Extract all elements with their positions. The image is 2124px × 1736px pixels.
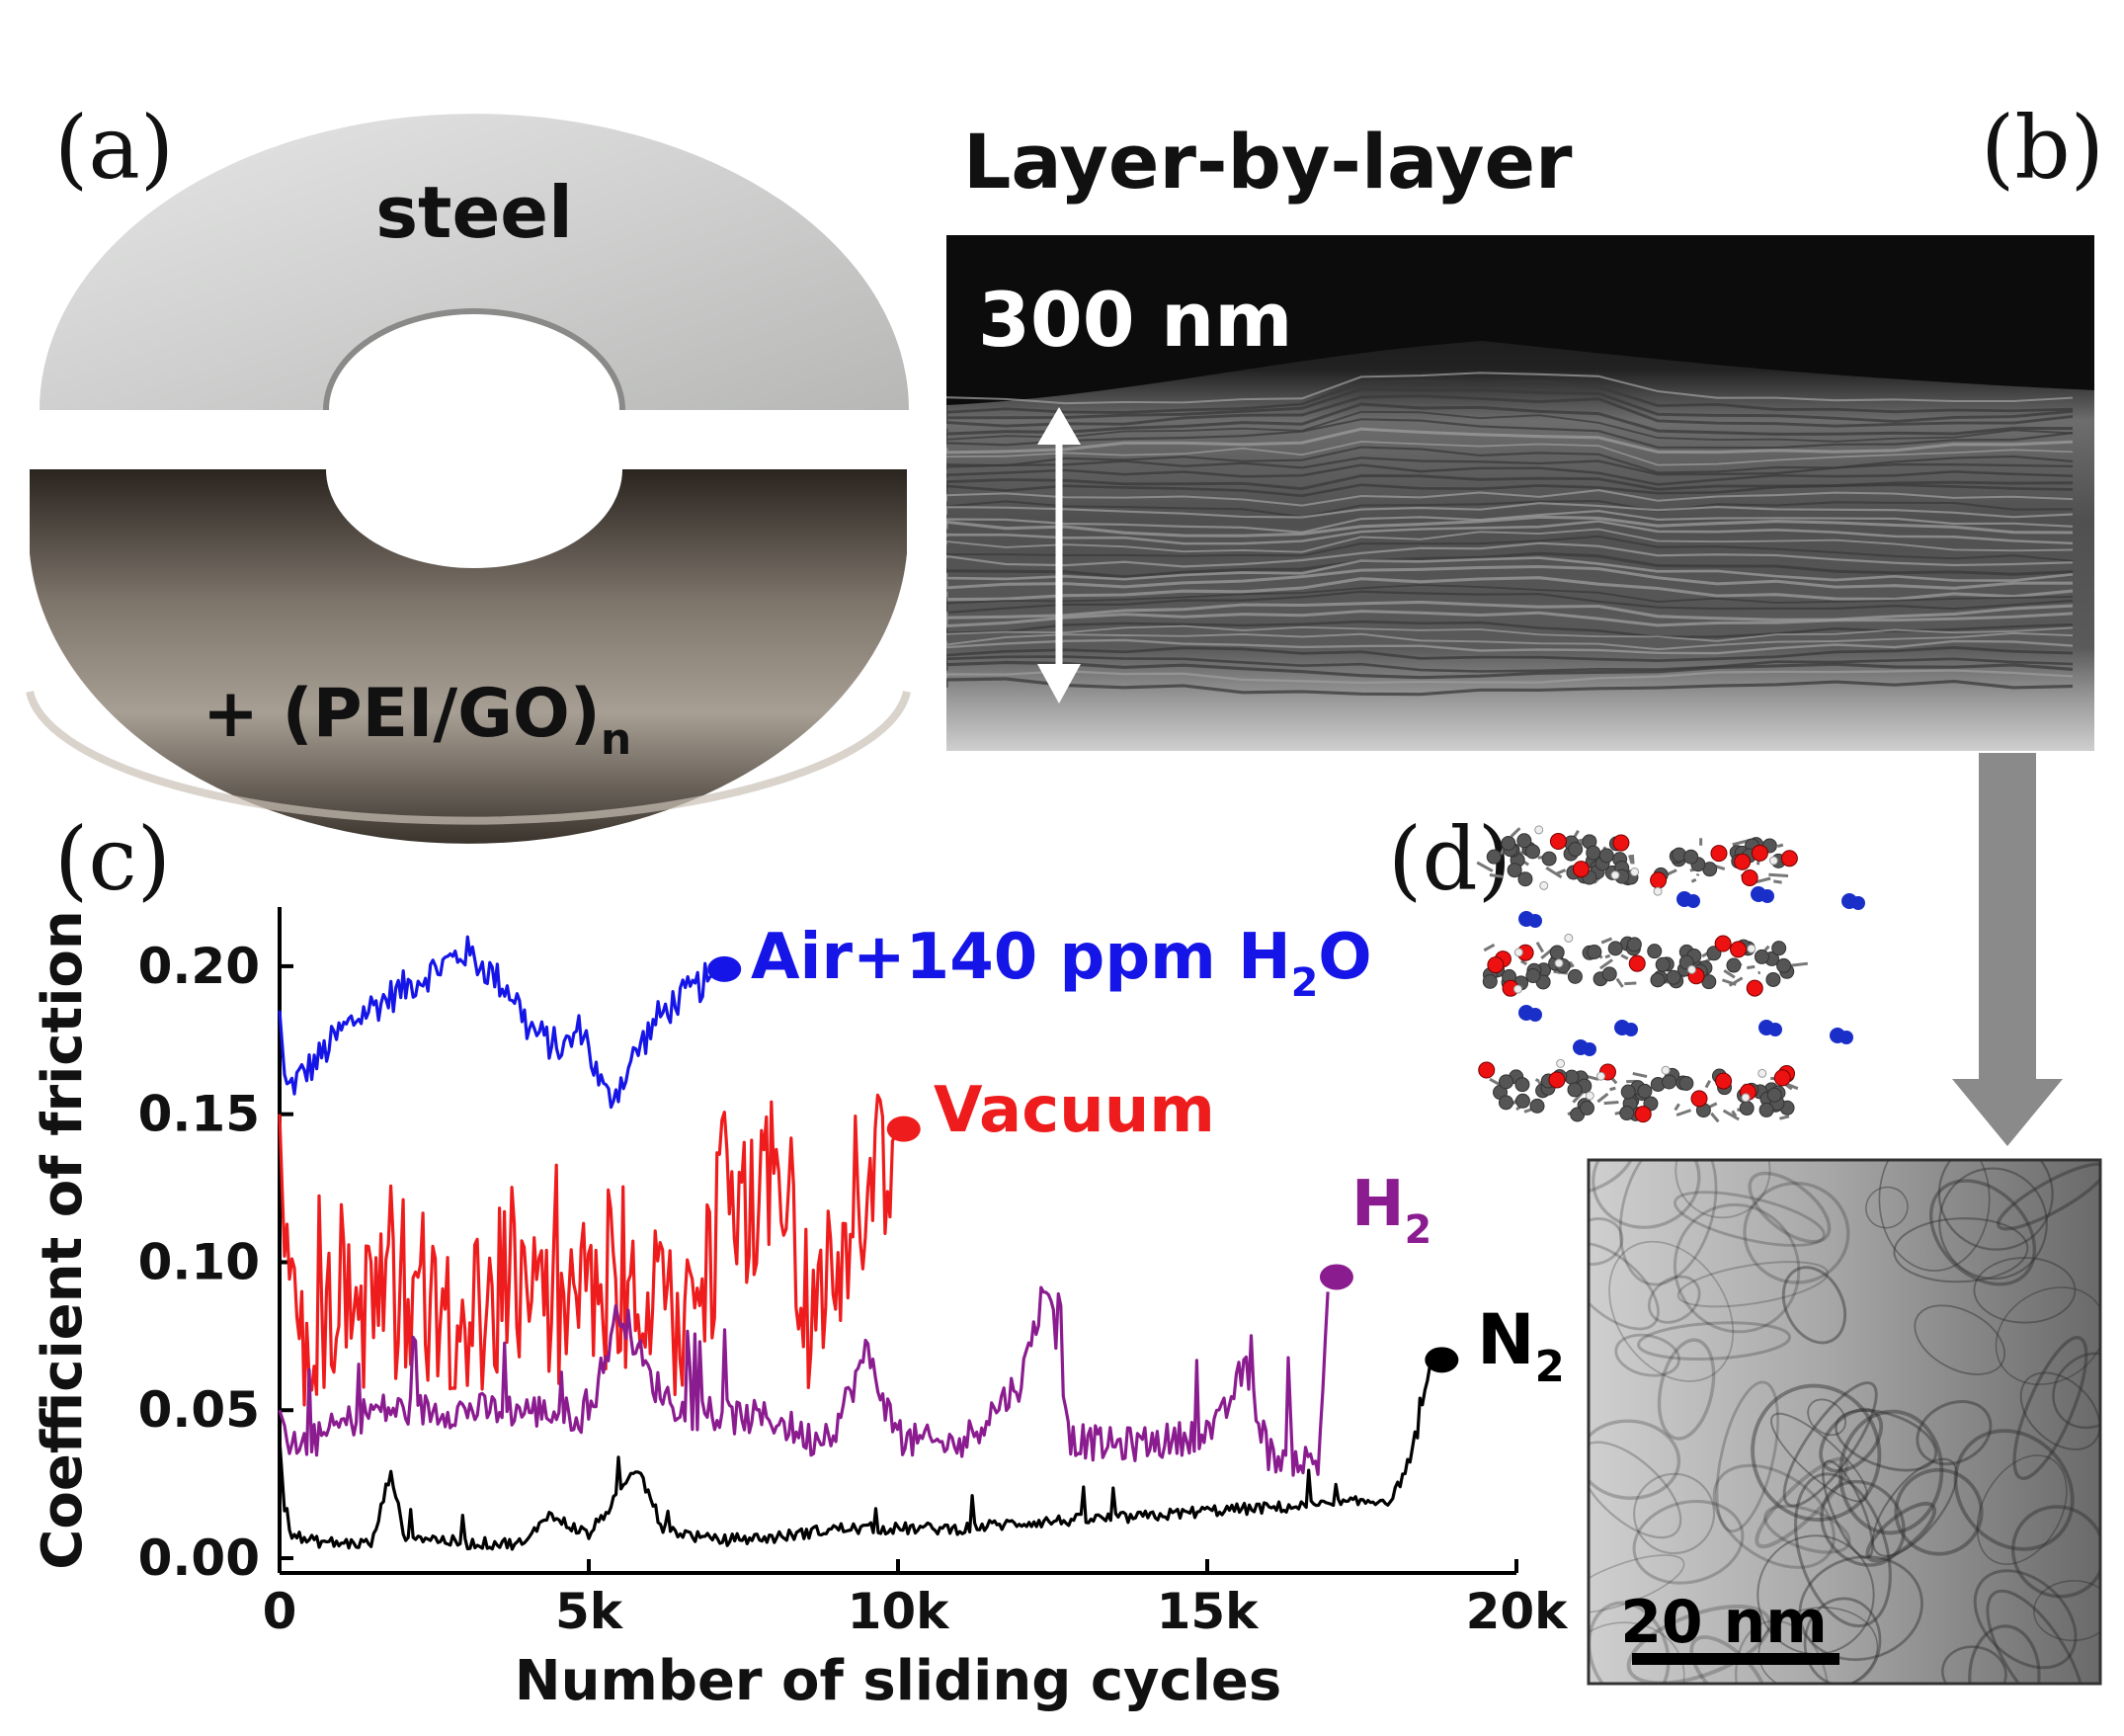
tem-texture [1589, 1160, 2100, 1684]
series-line-h2 [278, 1285, 1330, 1477]
panel-b-title: Layer-by-layer [963, 118, 1573, 206]
molecular-model-illustration [1476, 825, 1865, 1123]
x-tick-label: 5k [555, 1583, 624, 1640]
coating-label-subscript: n [601, 714, 631, 765]
panel-b: Layer-by-layer (b) 300 nm [946, 97, 2104, 751]
series-end-marker-vacuum [886, 1116, 921, 1142]
series-end-marker-h2 [1319, 1264, 1353, 1290]
series-line-air [278, 935, 714, 1110]
series-label-main: H [1351, 1168, 1405, 1241]
y-tick-label: 0.00 [138, 1529, 260, 1587]
series-lines [278, 935, 1459, 1551]
series-label-subscript: 2 [1405, 1207, 1432, 1253]
series-label-n2: N2 [1477, 1299, 1565, 1392]
thickness-arrow [1037, 407, 1081, 703]
x-tick-label: 20k [1466, 1583, 1570, 1640]
tem-scale-label: 20 nm [1620, 1588, 1828, 1657]
series-label-tail: O [1318, 921, 1371, 994]
y-tick-label: 0.20 [138, 938, 260, 995]
x-tick-label: 0 [263, 1583, 297, 1640]
series-label-air: Air+140 ppm H2O [751, 921, 1372, 1006]
panel-b-letter: (b) [1981, 97, 2104, 199]
sem-scale-label: 300 nm [978, 276, 1292, 364]
y-tick-label: 0.15 [138, 1086, 260, 1143]
series-label-subscript: 2 [1291, 960, 1319, 1006]
series-line-n2 [278, 1365, 1431, 1551]
series-end-marker-air [707, 955, 742, 982]
tem-scale-bar [1632, 1653, 1839, 1665]
x-axis-label: Number of sliding cycles [515, 1649, 1281, 1713]
series-label-main: Vacuum [934, 1074, 1215, 1147]
x-tick-label: 15k [1157, 1583, 1261, 1640]
coated-washer-photo [30, 469, 907, 844]
axis-ticks: 0 5k 10k 15k 20k 0.00 0.05 0.10 0.15 0.20 [138, 938, 1570, 1640]
steel-washer-photo [40, 114, 909, 410]
sem-layer-texture [946, 235, 2094, 697]
y-tick-label: 0.05 [138, 1381, 260, 1439]
series-label-subscript: 2 [1535, 1343, 1565, 1392]
x-tick-label: 10k [848, 1583, 951, 1640]
panel-c: (c) 0 5k 10k 15k 20k 0.00 0.05 0.10 0.15 0.20 Air… [31, 808, 1569, 1713]
tem-image [1587, 1158, 2102, 1686]
series-end-marker-n2 [1425, 1347, 1459, 1373]
series-label-main: N [1477, 1299, 1535, 1380]
y-tick-label: 0.10 [138, 1233, 260, 1290]
panel-a-letter: (a) [54, 97, 174, 199]
series-label-main: Air+140 ppm H [751, 921, 1291, 994]
y-axis-label: Coefficient of friction [31, 910, 95, 1570]
coating-label: + (PEI/GO)n [203, 675, 631, 765]
friction-chart: 0 5k 10k 15k 20k 0.00 0.05 0.10 0.15 0.20 Air+140… [31, 907, 1569, 1713]
panel-a: (a) steel + (PEI/GO)n [26, 97, 911, 844]
connector-arrow [1952, 753, 2063, 1146]
series-line-vacuum [278, 1093, 897, 1407]
series-label-vacuum: Vacuum [934, 1074, 1215, 1147]
coating-label-main: + (PEI/GO) [203, 675, 601, 753]
panel-c-letter: (c) [54, 808, 171, 910]
steel-label: steel [375, 171, 573, 254]
panel-d: (d) 20 nm [1388, 808, 2102, 1686]
series-label-h2: H2 [1351, 1168, 1431, 1253]
